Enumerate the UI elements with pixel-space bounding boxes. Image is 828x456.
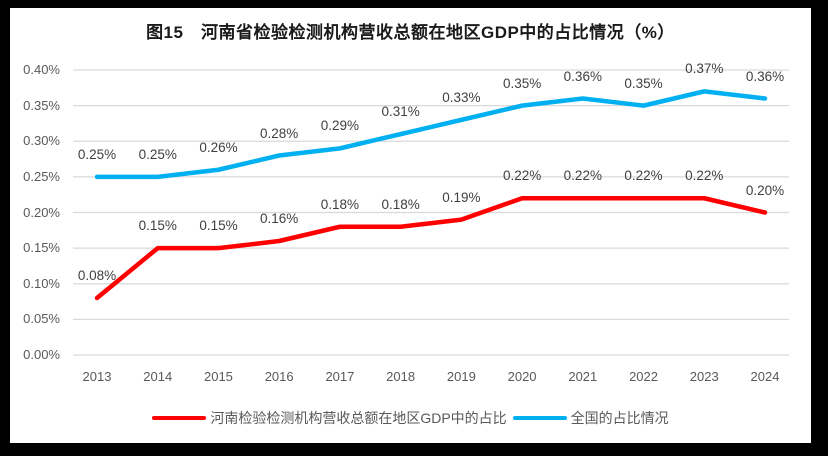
national-data-label: 0.29% bbox=[320, 118, 360, 134]
henan-legend-swatch-icon bbox=[152, 415, 207, 421]
legend-label-national: 全国的占比情况 bbox=[570, 410, 669, 426]
plot-area bbox=[73, 69, 789, 356]
x-tick-label: 2024 bbox=[750, 369, 780, 384]
henan-data-label: 0.18% bbox=[381, 196, 420, 212]
legend-item-henan: 河南检验检测机构营收总额在地区GDP中的占比 bbox=[152, 408, 507, 428]
x-tick-label: 2019 bbox=[446, 369, 476, 384]
national-series-line bbox=[94, 89, 768, 180]
henan-data-label: 0.19% bbox=[442, 189, 481, 205]
henan-data-label: 0.15% bbox=[138, 218, 177, 234]
y-tick-label: 0.10% bbox=[23, 275, 60, 291]
y-tick-label: 0.35% bbox=[23, 97, 60, 113]
national-data-label: 0.35% bbox=[502, 75, 542, 91]
henan-data-label: 0.22% bbox=[624, 168, 663, 184]
henan-data-label: 0.22% bbox=[685, 168, 724, 184]
legend-item-national: 全国的占比情况 bbox=[512, 408, 669, 428]
national-data-label: 0.37% bbox=[685, 61, 724, 77]
x-tick-label: 2013 bbox=[82, 369, 112, 384]
henan-series-line bbox=[94, 196, 768, 301]
x-tick-label: 2021 bbox=[568, 369, 598, 384]
x-tick-label: 2017 bbox=[325, 369, 355, 384]
x-tick-label: 2023 bbox=[689, 369, 719, 384]
national-data-label: 0.25% bbox=[77, 146, 117, 162]
y-tick-label: 0.00% bbox=[23, 347, 60, 362]
henan-data-label: 0.22% bbox=[502, 168, 542, 184]
national-data-label: 0.35% bbox=[624, 75, 663, 91]
henan-data-label: 0.18% bbox=[320, 196, 360, 212]
x-tick-label: 2014 bbox=[143, 369, 173, 384]
national-legend-swatch-icon bbox=[512, 415, 567, 421]
national-data-label: 0.36% bbox=[745, 68, 785, 84]
x-tick-label: 2018 bbox=[386, 369, 416, 384]
chart-title: 图15 河南省检验检测机构营收总额在地区GDP中的占比情况（%） bbox=[146, 23, 675, 42]
y-tick-label: 0.25% bbox=[23, 168, 60, 184]
y-tick-label: 0.15% bbox=[23, 240, 60, 256]
x-tick-label: 2016 bbox=[264, 369, 294, 384]
henan-data-label: 0.20% bbox=[745, 182, 785, 198]
y-tick-label: 0.30% bbox=[23, 133, 60, 149]
y-tick-label: 0.20% bbox=[23, 204, 60, 220]
national-data-label: 0.25% bbox=[138, 146, 177, 162]
henan-data-label: 0.08% bbox=[77, 268, 117, 283]
y-tick-label: 0.40% bbox=[23, 62, 60, 77]
national-data-label: 0.36% bbox=[563, 68, 602, 84]
x-tick-label: 2020 bbox=[507, 369, 537, 384]
henan-data-label: 0.22% bbox=[563, 168, 602, 184]
x-tick-label: 2015 bbox=[203, 369, 233, 384]
henan-data-label: 0.16% bbox=[260, 211, 299, 226]
national-data-label: 0.33% bbox=[442, 89, 481, 105]
y-tick-label: 0.05% bbox=[23, 311, 60, 327]
national-data-label: 0.26% bbox=[199, 139, 238, 155]
henan-data-label: 0.15% bbox=[199, 218, 238, 234]
national-data-label: 0.31% bbox=[381, 104, 420, 120]
national-data-label: 0.28% bbox=[260, 125, 299, 141]
legend-label-henan: 河南检验检测机构营收总额在地区GDP中的占比 bbox=[210, 410, 507, 426]
x-tick-label: 2022 bbox=[629, 369, 658, 384]
legend: 河南检验检测机构营收总额在地区GDP中的占比 全国的占比情况 bbox=[10, 407, 811, 429]
